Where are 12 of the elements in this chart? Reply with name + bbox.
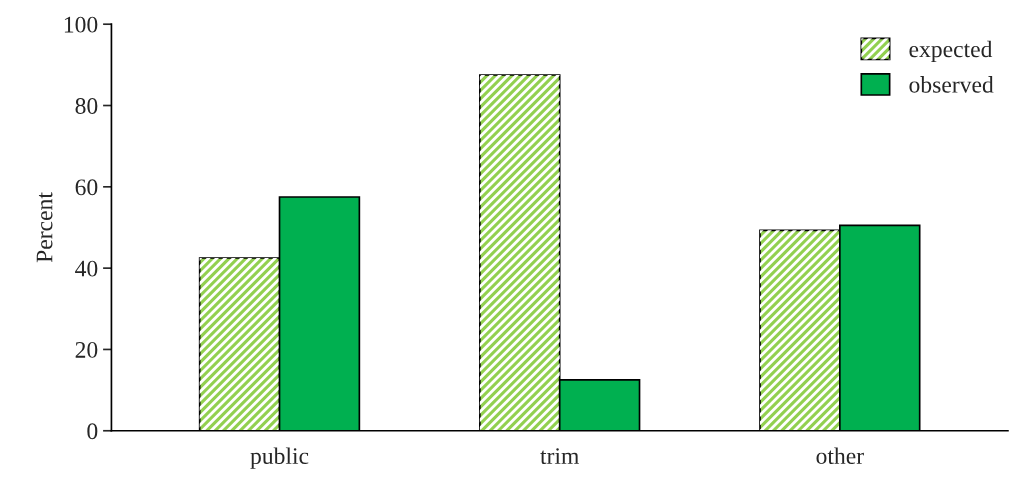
- x-tick-label: trim: [540, 448, 579, 465]
- legend-label: observed: [909, 76, 994, 93]
- y-tick-label: 40: [75, 260, 98, 277]
- legend-label: expected: [909, 40, 993, 63]
- x-tick-label: public: [250, 447, 309, 469]
- x-tick-label: other: [816, 447, 864, 465]
- y-tick-label: 0: [87, 423, 98, 440]
- y-axis-title: Percent: [36, 192, 53, 263]
- y-tick-label: 100: [64, 16, 98, 33]
- y-tick-label: 80: [75, 98, 98, 114]
- y-tick-label: 60: [75, 179, 98, 196]
- y-tick-label: 20: [75, 341, 98, 358]
